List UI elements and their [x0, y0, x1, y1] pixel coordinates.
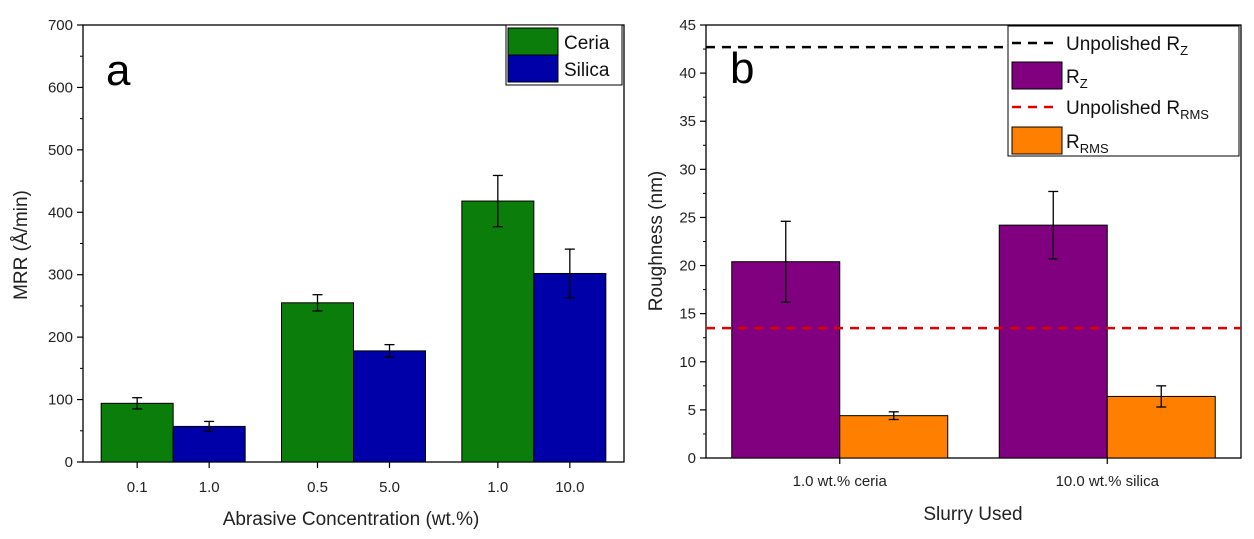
panel-a-ytick-label: 100 — [48, 392, 73, 409]
panel-a-letter: a — [106, 46, 131, 95]
panel-b-bars: 1.0 wt.% ceria 10.0 wt.% silica — [706, 45, 1241, 490]
panel-a-ytick-label: 600 — [48, 79, 73, 96]
panel-b-xtick-label: 10.0 wt.% silica — [1056, 473, 1160, 490]
panel-b-legend: Unpolished RZ RZ Unpolished RRMS RRMS — [1007, 25, 1240, 157]
panel-a-ylabel: MRR (Å/min) — [11, 190, 32, 300]
legend-rrms-label: RRMS — [1066, 132, 1109, 156]
panel-b-axes: 0 5 10 15 20 25 30 35 40 45 — [679, 17, 1242, 467]
panel-a-ytick-label: 300 — [48, 267, 73, 284]
panel-b-ytick-label: 20 — [679, 258, 696, 275]
panel-a-ytick-label: 200 — [48, 329, 73, 346]
legend-rrms-swatch — [1011, 126, 1063, 155]
bar-rz-1 — [998, 224, 1108, 459]
legend-ceria-swatch — [507, 27, 559, 56]
panel-a-chart: 0 100 200 300 400 500 600 700 0.1 1.0 0.5 5.0 1.0 10… — [11, 17, 625, 530]
panel-b-ytick-label: 0 — [688, 450, 696, 467]
panel-a-xtick-label: 0.5 — [307, 479, 328, 496]
panel-b-ytick-label: 40 — [679, 65, 696, 82]
legend-unpolished-rz-label: Unpolished RZ — [1066, 34, 1188, 58]
legend-unpolished-rrms-label: Unpolished RRMS — [1066, 98, 1209, 122]
panel-a-ytick-label: 400 — [48, 204, 73, 221]
panel-b-chart: 0 5 10 15 20 25 30 35 40 45 1.0 wt.% ceria 10.0 wt… — [646, 17, 1242, 525]
panel-b-xtick-label: 1.0 wt.% ceria — [793, 473, 888, 490]
panel-a-legend: Ceria Silica — [505, 24, 623, 86]
legend-silica-swatch — [507, 54, 559, 83]
panel-b-ytick-label: 35 — [679, 113, 696, 130]
bar-silica-10.0 — [533, 272, 607, 463]
panel-a-xtick-label: 1.0 — [487, 479, 508, 496]
legend-ceria-label: Ceria — [564, 33, 610, 54]
bar-ceria-0.1 — [100, 402, 174, 463]
legend-silica-label: Silica — [564, 60, 610, 81]
panel-a-xtick-label: 0.1 — [127, 479, 148, 496]
panel-b-ytick-label: 10 — [679, 354, 696, 371]
panel-a-bars: 0.1 1.0 0.5 5.0 1.0 10.0 — [100, 174, 607, 496]
panel-b-ytick-label: 5 — [688, 402, 696, 419]
panel-b-ylabel: Roughness (nm) — [646, 171, 667, 311]
legend-rz-label: RZ — [1066, 67, 1088, 91]
panel-a-ytick-label: 700 — [48, 17, 73, 34]
panel-b-ytick-label: 15 — [679, 306, 696, 323]
legend-rz-swatch — [1011, 61, 1063, 90]
panel-a-xlabel: Abrasive Concentration (wt.%) — [223, 509, 480, 530]
panel-a-xtick-label: 5.0 — [379, 479, 400, 496]
panel-b-xlabel: Slurry Used — [923, 504, 1022, 525]
bar-ceria-0.5 — [281, 302, 354, 463]
panel-b-ytick-label: 45 — [679, 17, 696, 34]
bar-rrms-0 — [839, 415, 949, 459]
panel-b-letter: b — [730, 44, 754, 93]
bar-ceria-1.0 — [461, 200, 535, 463]
bar-silica-5.0 — [353, 350, 426, 463]
panel-a-xtick-label: 1.0 — [199, 479, 220, 496]
panel-b-ytick-label: 25 — [679, 209, 696, 226]
panel-a-ytick-label: 500 — [48, 142, 73, 159]
panel-a-xtick-label: 10.0 — [555, 479, 584, 496]
panel-a-ytick-label: 0 — [65, 454, 73, 471]
panel-b-ytick-label: 30 — [679, 161, 696, 178]
